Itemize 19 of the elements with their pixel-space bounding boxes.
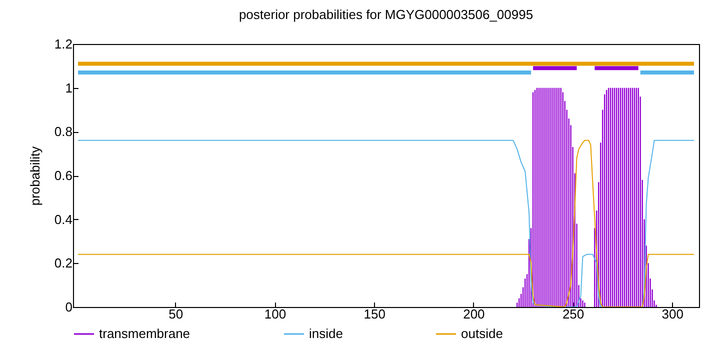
y-tick-label: 1.2 [54,36,72,52]
y-tick-label: 0.6 [54,168,72,183]
line-series [78,140,694,307]
chart-title: posterior probabilities for MGYG000003506_00995 [238,7,534,22]
x-tick-label: 150 [364,306,386,322]
y-axis-title: probability [27,146,42,206]
x-tick-label: 100 [264,306,286,322]
x-tick-label: 250 [562,306,584,322]
y-tick-label: 0.8 [54,124,72,140]
x-tick-label: 50 [168,306,184,322]
y-tick-label: 1 [65,80,72,96]
y-tick-label: 0.4 [54,212,72,227]
legend-label: inside [309,326,343,341]
x-tick-label: 200 [463,306,485,322]
x-tick-label: 300 [662,306,684,322]
y-tick-label: 0 [65,300,72,314]
legend-label: outside [461,326,503,341]
y-tick-label: 0.2 [54,256,72,271]
legend-label: transmembrane [99,326,190,341]
